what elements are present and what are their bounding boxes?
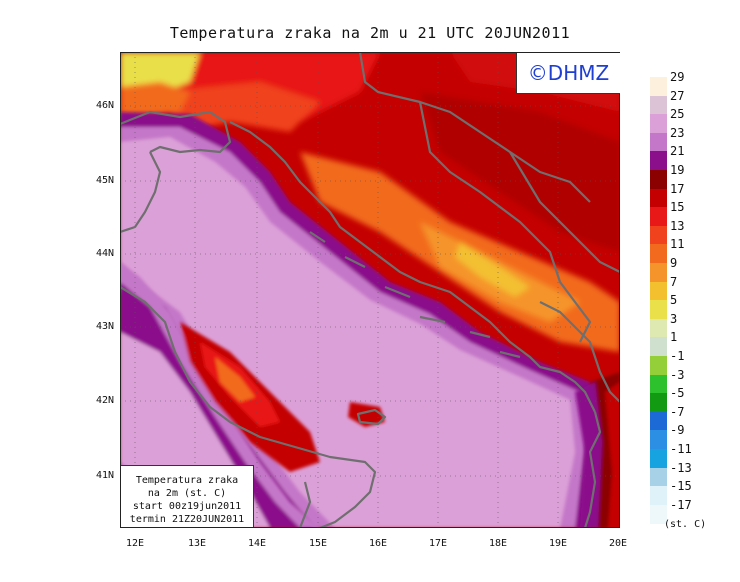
legend-label: 23	[670, 125, 685, 140]
lon-label-19e: 19E	[548, 538, 568, 549]
legend-swatch	[650, 244, 667, 264]
legend-swatch	[650, 504, 667, 524]
legend-swatch	[650, 393, 667, 413]
italy-coastline	[120, 151, 377, 528]
lon-label-13e: 13E	[187, 538, 207, 549]
dinaric-light-patches	[455, 242, 530, 297]
legend-label: 3	[670, 311, 678, 326]
legend-label: -7	[670, 404, 685, 419]
legend-label: 21	[670, 144, 685, 159]
legend-label: 27	[670, 88, 685, 103]
legend-swatch	[650, 486, 667, 506]
lon-label-20e: 20E	[608, 538, 628, 549]
legend-swatch	[650, 95, 667, 115]
lat-label-46n: 46N	[95, 100, 114, 111]
southeast-heat	[605, 382, 620, 528]
legend-label: 19	[670, 163, 685, 177]
legend-swatch	[650, 225, 667, 245]
legend-label: 1	[670, 330, 678, 345]
legend-label: 5	[670, 293, 678, 308]
legend-swatch	[650, 77, 667, 96]
lon-label-15e: 15E	[308, 538, 328, 549]
north-orange-zone	[160, 82, 320, 132]
legend-swatch	[650, 114, 667, 134]
legend-label: 15	[670, 200, 685, 215]
gargano-coast	[356, 408, 387, 426]
legend-swatch	[650, 207, 667, 227]
legend-label: 13	[670, 218, 685, 233]
legend-label: 7	[670, 274, 678, 289]
legend-label: -9	[670, 423, 685, 438]
map-frame	[120, 52, 620, 528]
info-line-2: na 2m (st. C)	[147, 488, 227, 499]
gargano-heat	[348, 402, 385, 427]
lat-label-41n: 41N	[95, 470, 114, 481]
lon-label-17e: 17E	[428, 538, 448, 549]
legend-label: 9	[670, 256, 678, 270]
se-coastal-purple	[575, 382, 602, 528]
legend-swatch	[650, 467, 667, 487]
legend-label: -1	[670, 349, 685, 363]
legend-swatch	[650, 132, 667, 152]
legend-label: -11	[670, 442, 692, 456]
lon-label-18e: 18E	[488, 538, 508, 549]
grid-lines	[120, 52, 620, 528]
lat-label-45n: 45N	[95, 175, 114, 186]
legend-label: 25	[670, 107, 685, 122]
legend-label: -5	[670, 386, 685, 401]
legend-label: -17	[670, 497, 692, 512]
lon-label-16e: 16E	[368, 538, 388, 549]
legend-swatch	[650, 263, 667, 282]
lon-label-12e: 12E	[125, 538, 145, 549]
lat-label-42n: 42N	[95, 395, 114, 406]
legend-swatch	[650, 300, 667, 320]
legend-swatch	[650, 411, 667, 431]
se-coastline	[583, 411, 602, 528]
legend-label: -3	[670, 367, 685, 382]
legend-swatch	[650, 281, 667, 301]
adriatic-sea-core	[120, 137, 575, 528]
legend-label: -13	[670, 460, 692, 475]
info-line-4: termin 21Z20JUN2011	[129, 514, 245, 525]
legend-label: 17	[670, 181, 685, 196]
nw-orange-zone	[120, 82, 190, 117]
lat-label-43n: 43N	[95, 321, 114, 332]
info-box: Temperatura zraka na 2m (st. C) start 00…	[121, 465, 254, 527]
info-line-1: Temperatura zraka	[135, 475, 239, 486]
info-line-3: start 00z19jun2011	[132, 501, 242, 512]
legend-swatch	[650, 430, 667, 450]
croatian-coastline	[120, 110, 596, 413]
credit-badge: ©DHMZ	[516, 53, 620, 94]
legend-swatch	[650, 449, 667, 468]
lat-label-44n: 44N	[95, 248, 114, 259]
legend-swatch	[650, 188, 667, 208]
legend-label: -15	[670, 479, 692, 494]
legend-label: 29	[670, 70, 685, 84]
legend-swatch	[650, 170, 667, 189]
bottom-coast	[298, 481, 312, 528]
legend-unit: (st. C)	[664, 519, 707, 530]
national-borders	[358, 52, 620, 403]
lon-label-14e: 14E	[247, 538, 267, 549]
legend-swatch	[650, 356, 667, 375]
southern-islands	[309, 231, 521, 359]
legend-swatch	[650, 374, 667, 394]
temperature-map	[120, 52, 620, 528]
legend-swatch	[650, 318, 667, 338]
legend-swatch	[650, 151, 667, 171]
apennine-orange-core	[215, 357, 255, 402]
map-title: Temperatura zraka na 2m u 21 UTC 20JUN20…	[169, 24, 571, 42]
legend-swatch	[650, 337, 667, 357]
legend-label: 11	[670, 237, 685, 252]
northeast-dark-zone	[420, 92, 620, 252]
